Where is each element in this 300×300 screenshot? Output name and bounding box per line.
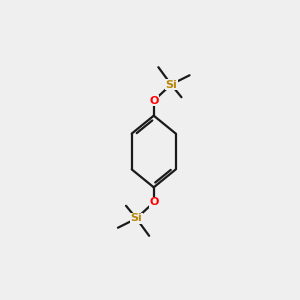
Text: O: O [149, 197, 158, 207]
Text: Si: Si [130, 214, 142, 224]
Text: O: O [149, 96, 158, 106]
Text: Si: Si [165, 80, 177, 89]
